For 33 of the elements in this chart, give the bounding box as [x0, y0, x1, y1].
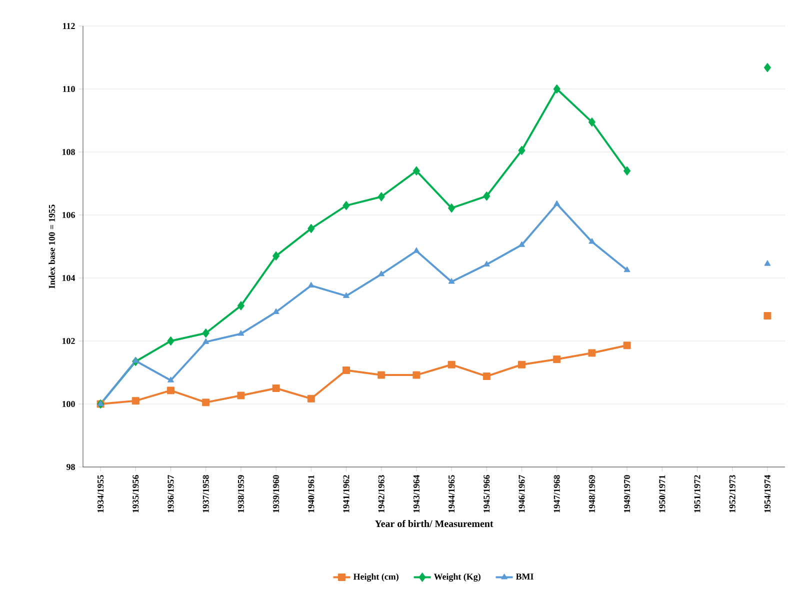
x-tick-label: 1942/1963: [378, 475, 384, 512]
x-tick-label: 1949/1970: [624, 475, 630, 512]
legend-label: Weight (Kg): [434, 573, 480, 582]
x-tick-label: 1944/1965: [448, 475, 455, 512]
x-axis-title: Year of birth/ Measurement: [374, 520, 494, 528]
y-tick-label: 112: [62, 23, 75, 29]
x-tick-label: 1952/1973: [729, 475, 736, 512]
legend-label: BMI: [516, 574, 534, 580]
x-tick-label: 1936/1957: [168, 474, 174, 512]
x-tick-label: 1938/1959: [238, 475, 244, 512]
x-tick-label: 1934/1955: [98, 475, 104, 512]
x-tick-label: 1954/1974: [764, 474, 770, 512]
y-tick-label: 104: [62, 274, 76, 282]
legend-label: Height (cm): [353, 573, 398, 582]
y-tick-label: 100: [62, 400, 75, 408]
x-tick-label: 1945/1966: [484, 475, 490, 512]
x-tick-label: 1950/1971: [659, 475, 666, 512]
x-tick-label: 1951/1972: [694, 475, 700, 512]
x-tick-label: 1939/1960: [273, 475, 280, 512]
x-tick-label: 1943/1964: [413, 474, 420, 512]
y-tick-label: 110: [62, 86, 75, 92]
y-tick-label: 108: [62, 148, 75, 156]
x-tick-label: 1948/1969: [588, 475, 595, 512]
y-tick-label: 106: [62, 212, 75, 218]
y-tick-label: 98: [66, 464, 75, 470]
y-tick-label: 102: [62, 338, 75, 344]
x-tick-label: 1935/1956: [132, 475, 139, 512]
x-tick-label: 1947/1968: [554, 475, 560, 512]
x-tick-label: 1946/1967: [518, 474, 525, 512]
x-tick-label: 1937/1958: [202, 475, 209, 512]
x-tick-label: 1941/1962: [343, 475, 350, 512]
y-axis-title: Index base 100 = 1955: [48, 204, 55, 288]
x-tick-label: 1940/1961: [308, 475, 314, 512]
